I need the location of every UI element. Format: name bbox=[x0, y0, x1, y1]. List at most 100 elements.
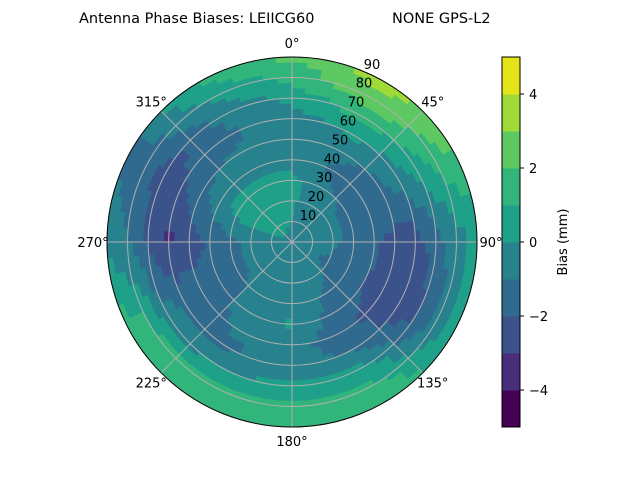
colorbar-segment bbox=[502, 353, 520, 391]
contour-cell bbox=[173, 241, 180, 253]
contour-cell bbox=[291, 128, 303, 135]
contour-cell bbox=[282, 190, 289, 197]
contour-cell bbox=[278, 87, 293, 94]
contour-cell bbox=[368, 234, 375, 243]
angle-tick-label: 270° bbox=[77, 236, 108, 251]
colorbar-segment bbox=[502, 242, 520, 280]
contour-cell bbox=[250, 241, 257, 246]
contour-cell bbox=[188, 241, 196, 252]
contour-cell bbox=[279, 374, 293, 382]
contour-cell bbox=[230, 241, 236, 248]
radial-tick-label: 80 bbox=[356, 77, 373, 92]
contour-cell bbox=[291, 282, 297, 289]
colorbar-segment bbox=[502, 390, 520, 428]
contour-cell bbox=[291, 354, 303, 361]
radial-tick-label: 20 bbox=[308, 190, 325, 205]
contour-cell bbox=[399, 231, 406, 243]
contour-cell bbox=[291, 328, 301, 335]
contour-cell bbox=[284, 154, 293, 161]
contour-cell bbox=[342, 241, 349, 248]
contour-cell bbox=[348, 241, 354, 248]
contour-cell bbox=[291, 318, 300, 325]
contour-cell bbox=[281, 128, 293, 135]
contour-cell bbox=[291, 390, 306, 397]
contour-cell bbox=[276, 410, 293, 418]
colorbar-tick-label: 4 bbox=[529, 88, 537, 103]
angle-tick-label: 315° bbox=[136, 95, 167, 110]
contour-cell bbox=[194, 241, 201, 251]
angle-tick-label: 135° bbox=[417, 377, 448, 392]
contour-cell bbox=[291, 87, 306, 94]
angle-tick-label: 45° bbox=[421, 95, 444, 110]
contour-cell bbox=[419, 230, 426, 243]
contour-cell bbox=[291, 410, 308, 418]
contour-cell bbox=[291, 333, 301, 340]
contour-cell bbox=[291, 374, 305, 382]
contour-cell bbox=[327, 238, 334, 243]
contour-cell bbox=[178, 241, 185, 253]
colorbar-segment bbox=[502, 168, 520, 206]
contour-cell bbox=[424, 229, 432, 243]
colorbar-segment bbox=[502, 205, 520, 243]
contour-cell bbox=[440, 241, 447, 256]
contour-cell bbox=[291, 144, 301, 151]
contour-cell bbox=[404, 241, 411, 253]
contour-cell bbox=[152, 241, 160, 255]
contour-cell bbox=[348, 236, 354, 243]
contour-cell bbox=[388, 241, 396, 252]
contour-cell bbox=[209, 234, 216, 243]
contour-cell bbox=[158, 230, 165, 243]
contour-cell bbox=[284, 164, 293, 171]
contour-cell bbox=[188, 232, 196, 243]
colorbar-segment bbox=[502, 57, 520, 95]
contour-cell bbox=[209, 241, 216, 250]
contour-cell bbox=[291, 138, 302, 146]
angle-tick-label: 225° bbox=[136, 377, 167, 392]
contour-cell bbox=[281, 123, 293, 130]
contour-cell bbox=[286, 185, 293, 192]
colorbar-tick-label: 0 bbox=[529, 236, 537, 251]
contour-cell bbox=[204, 241, 211, 250]
contour-cell bbox=[291, 323, 300, 330]
contour-cell bbox=[291, 349, 303, 356]
contour-cell bbox=[194, 233, 201, 243]
colorbar-segment bbox=[502, 94, 520, 132]
angle-tick-label: 180° bbox=[276, 435, 307, 450]
contour-cell bbox=[291, 298, 298, 304]
contour-cell bbox=[373, 241, 380, 250]
contour-cell bbox=[353, 241, 360, 249]
radial-tick-label: 60 bbox=[340, 115, 357, 130]
colorbar-tick-label: −4 bbox=[529, 384, 548, 399]
contour-cell bbox=[460, 241, 468, 258]
contour-cell bbox=[132, 227, 139, 243]
contour-cell bbox=[337, 237, 344, 243]
contour-cell bbox=[283, 149, 293, 156]
angular-gridline bbox=[160, 110, 424, 374]
contour-cell bbox=[116, 241, 124, 258]
contour-cell bbox=[291, 164, 300, 171]
contour-cell bbox=[282, 338, 293, 346]
contour-cell bbox=[173, 231, 180, 243]
radial-tick-label: 30 bbox=[316, 171, 333, 186]
contour-cell bbox=[291, 159, 300, 166]
polar-grid bbox=[106, 56, 478, 428]
contour-cell bbox=[291, 369, 304, 376]
contour-cell bbox=[332, 237, 339, 243]
angle-labels: 0° 45° 90° 135° 180° 225° 270° 315° bbox=[77, 37, 502, 450]
contour-cell bbox=[291, 338, 302, 346]
contour-cell bbox=[219, 235, 226, 243]
contour-cell bbox=[287, 190, 293, 197]
contour-cell bbox=[224, 241, 231, 249]
contour-cell bbox=[245, 241, 252, 247]
angle-tick-label: 0° bbox=[285, 37, 300, 52]
contour-cell bbox=[277, 395, 293, 402]
contour-cell bbox=[279, 102, 293, 110]
contour-cell bbox=[291, 102, 305, 110]
chart-title-left: Antenna Phase Biases: LEIICG60 bbox=[79, 11, 314, 27]
colorbar-segment bbox=[502, 279, 520, 317]
colorbar-segment bbox=[502, 316, 520, 354]
contour-cell bbox=[291, 277, 296, 284]
contour-cell bbox=[358, 235, 365, 243]
contour-cell bbox=[137, 228, 144, 243]
